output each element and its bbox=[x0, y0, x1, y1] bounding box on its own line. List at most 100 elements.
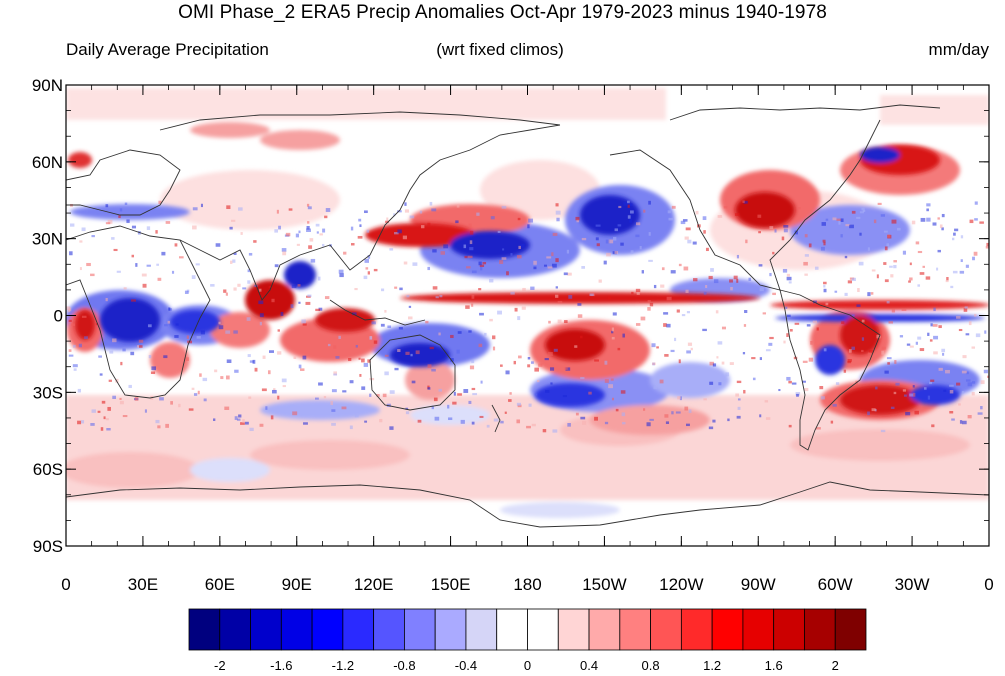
speckle-cell bbox=[899, 335, 904, 338]
speckle-cell bbox=[466, 266, 471, 269]
speckle-cell bbox=[427, 364, 432, 369]
speckle-cell bbox=[438, 332, 441, 336]
speckle-cell bbox=[480, 380, 483, 384]
speckle-cell bbox=[397, 229, 402, 234]
coastlines bbox=[66, 104, 989, 528]
speckle-cell bbox=[687, 239, 692, 244]
speckle-cell bbox=[758, 264, 763, 267]
colorbar-swatch bbox=[742, 608, 775, 651]
speckle-cell bbox=[926, 208, 929, 212]
speckle-cell bbox=[555, 286, 558, 289]
lat-tick-label: 60S bbox=[33, 460, 63, 479]
speckle-cell bbox=[886, 357, 892, 360]
speckle-cell bbox=[295, 233, 300, 238]
speckle-cell bbox=[238, 414, 242, 418]
speckle-cell bbox=[769, 272, 772, 277]
speckle-cell bbox=[440, 251, 446, 255]
speckle-cell bbox=[718, 382, 722, 386]
speckle-cell bbox=[544, 357, 549, 361]
speckle-cell bbox=[729, 279, 733, 283]
speckle-cell bbox=[804, 387, 809, 392]
speckle-cell bbox=[705, 247, 709, 252]
speckle-cell bbox=[113, 248, 118, 252]
speckle-cell bbox=[359, 224, 362, 228]
speckle-cell bbox=[240, 232, 243, 235]
coast-new-zealand bbox=[491, 404, 501, 433]
speckle-cell bbox=[917, 336, 922, 340]
speckle-cell bbox=[225, 292, 228, 296]
speckle-cell bbox=[307, 206, 312, 210]
speckle-cell bbox=[500, 364, 503, 367]
speckle-cell bbox=[317, 276, 321, 281]
speckle-cell bbox=[184, 290, 189, 294]
speckle-cell bbox=[293, 356, 297, 359]
anomaly-blob bbox=[210, 312, 270, 348]
speckle-cell bbox=[518, 245, 521, 250]
speckle-cell bbox=[643, 209, 646, 213]
speckle-cell bbox=[220, 376, 224, 380]
speckle-cell bbox=[941, 348, 946, 353]
speckle-cell bbox=[721, 361, 725, 365]
speckle-cell bbox=[406, 238, 410, 242]
speckle-cell bbox=[431, 208, 437, 212]
speckle-cell bbox=[467, 255, 473, 259]
speckle-cell bbox=[926, 203, 931, 207]
speckle-cell bbox=[233, 287, 237, 291]
speckle-cell bbox=[273, 388, 276, 391]
speckle-cell bbox=[665, 421, 670, 424]
speckle-cell bbox=[448, 417, 453, 421]
speckle-cell bbox=[500, 420, 504, 424]
speckle-cell bbox=[744, 310, 748, 314]
speckle-cell bbox=[843, 369, 847, 373]
speckle-cell bbox=[258, 300, 264, 305]
speckle-cell bbox=[309, 238, 314, 242]
speckle-cell bbox=[156, 263, 160, 266]
speckle-cell bbox=[611, 336, 615, 340]
speckle-cell bbox=[68, 307, 72, 312]
speckle-cell bbox=[361, 386, 366, 390]
speckle-cell bbox=[950, 285, 954, 289]
speckle-cell bbox=[314, 397, 319, 400]
speckle-cell bbox=[386, 217, 389, 221]
speckle-cell bbox=[828, 400, 833, 404]
speckle-cell bbox=[610, 378, 614, 381]
speckle-cell bbox=[376, 394, 380, 397]
speckle-cell bbox=[331, 409, 336, 412]
speckle-cell bbox=[331, 389, 337, 393]
speckle-cell bbox=[315, 308, 321, 312]
speckle-cell bbox=[564, 320, 568, 324]
speckle-cell bbox=[806, 324, 811, 327]
colorbar-swatch bbox=[680, 608, 713, 651]
speckle-cell bbox=[909, 277, 913, 281]
speckle-cell bbox=[612, 312, 617, 316]
speckle-cell bbox=[676, 309, 680, 313]
speckle-cell bbox=[618, 205, 622, 209]
speckle-cell bbox=[68, 349, 72, 352]
speckle-cell bbox=[604, 379, 609, 383]
speckle-cell bbox=[565, 367, 571, 371]
speckle-cell bbox=[130, 351, 135, 356]
speckle-cell bbox=[504, 411, 507, 414]
speckle-cell bbox=[906, 343, 911, 346]
speckle-cell bbox=[603, 260, 607, 265]
speckle-cell bbox=[959, 270, 965, 274]
colorbar-label: 1.6 bbox=[765, 658, 783, 673]
speckle-cell bbox=[631, 291, 634, 295]
speckle-cell bbox=[897, 227, 901, 231]
speckle-cell bbox=[804, 254, 809, 257]
speckle-cell bbox=[236, 418, 241, 421]
speckle-cell bbox=[533, 260, 537, 265]
speckle-cell bbox=[214, 369, 218, 373]
speckle-cell bbox=[938, 325, 942, 329]
colorbar-swatch bbox=[557, 608, 590, 651]
speckle-cell bbox=[687, 342, 693, 346]
speckle-cell bbox=[786, 314, 791, 317]
speckle-cell bbox=[277, 329, 280, 332]
speckle-cell bbox=[456, 349, 460, 354]
speckle-cell bbox=[106, 428, 111, 431]
speckle-cell bbox=[708, 376, 713, 379]
speckle-cell bbox=[486, 424, 490, 428]
speckle-cell bbox=[834, 290, 838, 293]
speckle-cell bbox=[556, 217, 560, 222]
speckle-cell bbox=[894, 360, 897, 364]
